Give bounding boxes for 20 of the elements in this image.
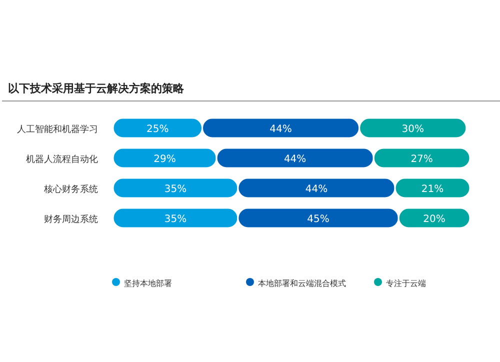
data-label: 35% [164, 214, 187, 225]
legend-label: 本地部署和云端混合模式 [258, 279, 346, 288]
data-label: 20% [423, 214, 446, 225]
data-label: 29% [154, 154, 176, 165]
data-label: 44% [305, 184, 328, 195]
y-tick-label: 人工智能和机器学习 [17, 124, 98, 135]
data-label: 44% [270, 124, 292, 135]
legend-label: 专注于云端 [386, 279, 426, 288]
y-tick-label: 机器人流程自动化 [26, 154, 98, 165]
y-tick-label: 财务周边系统 [44, 214, 98, 225]
y-tick-label: 核心财务系统 [43, 184, 98, 195]
legend-label: 坚持本地部署 [124, 279, 172, 288]
data-label: 25% [146, 124, 169, 135]
data-label: 30% [402, 124, 424, 135]
data-label: 21% [421, 184, 444, 195]
data-label: 44% [284, 154, 306, 165]
data-label: 45% [307, 214, 330, 225]
data-label: 35% [164, 184, 187, 195]
chart-title: 以下技术采用基于云解决方案的策略 [8, 82, 185, 95]
data-label: 27% [410, 154, 433, 165]
